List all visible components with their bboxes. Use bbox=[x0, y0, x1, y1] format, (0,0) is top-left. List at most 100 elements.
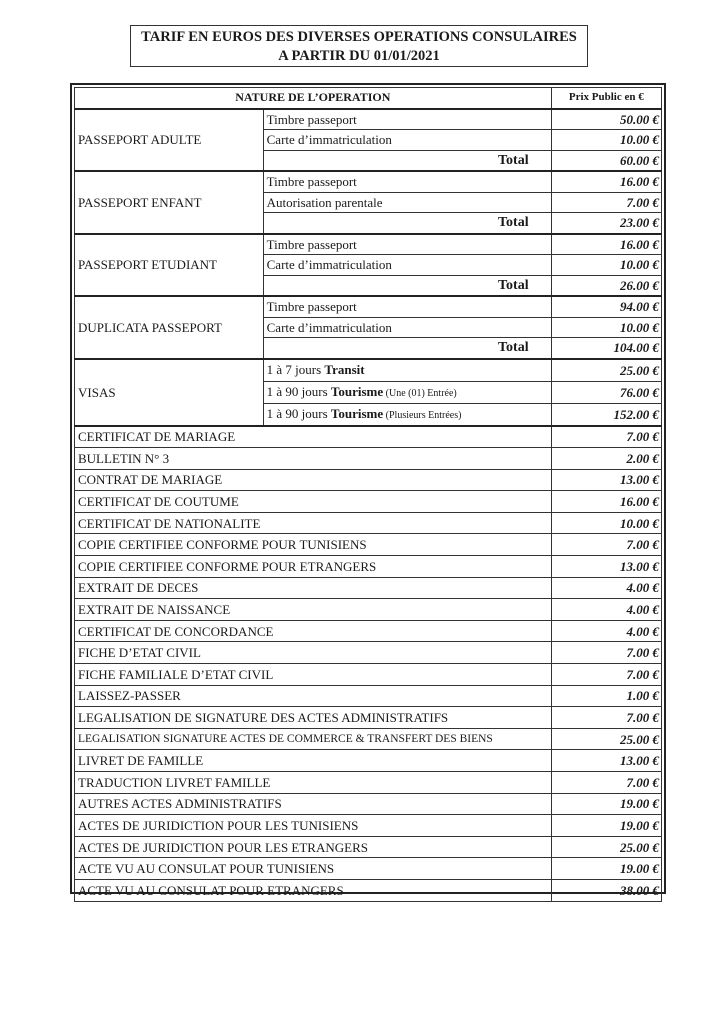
price-cell: 16.00 € bbox=[550, 490, 663, 513]
total-price: 26.00 € bbox=[550, 274, 663, 297]
table-row: AUTRES ACTES ADMINISTRATIFS 19.00 € bbox=[74, 792, 663, 816]
price-cell: 10.00 € bbox=[550, 511, 663, 535]
price-cell: 4.00 € bbox=[550, 619, 663, 643]
table-row: ACTES DE JURIDICTION POUR LES TUNISIENS 1… bbox=[74, 814, 663, 837]
visa-entries: (Une (01) Entrée) bbox=[383, 387, 457, 399]
operation-name: BULLETIN N° 3 bbox=[74, 447, 552, 470]
visa-type: Transit bbox=[324, 361, 365, 377]
visa-duration: 1 à 90 jours bbox=[266, 405, 331, 421]
price-cell: 152.00 € bbox=[550, 402, 663, 426]
operation-name: FICHE FAMILIALE D’ETAT CIVIL bbox=[74, 663, 552, 686]
operation-name: TRADUCTION LIVRET FAMILLE bbox=[74, 771, 552, 794]
price-cell: 7.00 € bbox=[550, 663, 663, 686]
header-nature: NATURE DE L’OPERATION bbox=[74, 87, 552, 109]
price-cell: 13.00 € bbox=[550, 468, 663, 492]
operation-name: ACTE VU AU CONSULAT POUR TUNISIENS bbox=[74, 857, 552, 880]
table-row: CERTIFICAT DE COUTUME 16.00 € bbox=[74, 490, 663, 513]
table-row: CERTIFICAT DE CONCORDANCE 4.00 € bbox=[74, 619, 663, 643]
operation-name: CERTIFICAT DE COUTUME bbox=[74, 490, 552, 513]
price-cell: 25.00 € bbox=[550, 727, 663, 751]
operation-name: EXTRAIT DE NAISSANCE bbox=[74, 598, 552, 621]
table-row: COPIE CERTIFIEE CONFORME POUR TUNISIENS 7… bbox=[74, 533, 663, 557]
price-cell: 16.00 € bbox=[550, 232, 663, 255]
table-row: 1 à 90 jours Tourisme (Une (01) Entrée) 7… bbox=[75, 380, 663, 404]
table-row: LEGALISATION DE SIGNATURE DES ACTES ADMI… bbox=[74, 706, 663, 729]
price-cell: 50.00 € bbox=[550, 107, 663, 130]
table-row: CONTRAT DE MARIAGE 13.00 € bbox=[74, 468, 663, 492]
table-row: ACTE VU AU CONSULAT POUR TUNISIENS 19.00 … bbox=[74, 857, 663, 880]
operation-group-name: DUPLICATA PASSEPORT bbox=[74, 295, 264, 359]
table-row: CERTIFICAT DE MARIAGE 7.00 € bbox=[74, 424, 663, 449]
header-price: Prix Public en € bbox=[550, 87, 663, 109]
price-cell: 19.00 € bbox=[550, 792, 663, 816]
table-row: BULLETIN N° 3 2.00 € bbox=[74, 447, 663, 470]
visa-entries: (Plusieurs Entrées) bbox=[383, 409, 462, 421]
operation-item: Autorisation parentale bbox=[262, 191, 552, 213]
total-row: Total 104.00 € bbox=[75, 337, 663, 359]
total-price: 104.00 € bbox=[550, 337, 663, 359]
price-cell: 10.00 € bbox=[550, 129, 663, 151]
table-row: Carte d’immatriculation 10.00 € bbox=[75, 316, 663, 338]
table-row: COPIE CERTIFIEE CONFORME POUR ETRANGERS 1… bbox=[74, 555, 663, 578]
total-price: 60.00 € bbox=[550, 149, 663, 172]
total-label: Total bbox=[262, 149, 552, 172]
operation-name: LEGALISATION DE SIGNATURE DES ACTES ADMI… bbox=[74, 706, 552, 729]
table-row: LAISSEZ-PASSER 1.00 € bbox=[74, 684, 663, 708]
price-cell: 19.00 € bbox=[550, 857, 663, 880]
operation-group-name: PASSEPORT ETUDIANT bbox=[74, 232, 264, 297]
total-label: Total bbox=[262, 274, 552, 297]
visa-type: Tourisme bbox=[330, 383, 384, 399]
operation-name: LAISSEZ-PASSER bbox=[74, 684, 552, 708]
operation-item: Timbre passeport bbox=[262, 232, 552, 255]
document-title: TARIF EN EUROS DES DIVERSES OPERATIONS C… bbox=[130, 25, 588, 67]
title-line-1: TARIF EN EUROS DES DIVERSES OPERATIONS C… bbox=[141, 29, 577, 45]
table-row: PASSEPORT ENFANT Timbre passeport 16.00 € bbox=[74, 170, 663, 234]
table-row: LEGALISATION SIGNATURE ACTES DE COMMERCE… bbox=[74, 727, 663, 751]
visa-item: 1 à 90 jours Tourisme (Plusieurs Entrées… bbox=[262, 402, 552, 426]
operation-name: LIVRET DE FAMILLE bbox=[74, 749, 552, 772]
operation-name: COPIE CERTIFIEE CONFORME POUR TUNISIENS bbox=[74, 533, 552, 557]
operation-name: LEGALISATION SIGNATURE ACTES DE COMMERCE… bbox=[74, 727, 552, 751]
table-row: Carte d’immatriculation 10.00 € bbox=[75, 254, 663, 276]
operation-name: COPIE CERTIFIEE CONFORME POUR ETRANGERS bbox=[74, 555, 552, 578]
price-cell: 13.00 € bbox=[550, 749, 663, 772]
price-cell: 7.00 € bbox=[550, 706, 663, 729]
table-row: VISAS 1 à 7 jours Transit 25.00 € bbox=[74, 357, 663, 426]
operation-name: EXTRAIT DE DECES bbox=[74, 576, 552, 600]
title-line-2: A PARTIR DU 01/01/2021 bbox=[278, 48, 440, 64]
operation-name: ACTES DE JURIDICTION POUR LES TUNISIENS bbox=[74, 814, 552, 837]
operation-item: Timbre passeport bbox=[262, 107, 552, 130]
operation-name: CERTIFICAT DE CONCORDANCE bbox=[74, 619, 552, 643]
table-row: EXTRAIT DE DECES 4.00 € bbox=[74, 576, 663, 600]
tariff-table-frame: NATURE DE L’OPERATION Prix Public en € P… bbox=[70, 83, 666, 902]
price-cell: 7.00 € bbox=[550, 191, 663, 213]
price-cell: 4.00 € bbox=[550, 576, 663, 600]
price-cell: 7.00 € bbox=[550, 533, 663, 557]
price-cell: 19.00 € bbox=[550, 814, 663, 837]
table-row: PASSEPORT ADULTE Timbre passeport 50.00 € bbox=[74, 107, 663, 172]
visa-item: 1 à 7 jours Transit bbox=[262, 357, 552, 382]
visa-item: 1 à 90 jours Tourisme (Une (01) Entrée) bbox=[262, 380, 552, 404]
visas-group-name: VISAS bbox=[74, 357, 264, 426]
price-cell: 1.00 € bbox=[550, 684, 663, 708]
visa-duration: 1 à 7 jours bbox=[266, 361, 325, 377]
visa-type: Tourisme bbox=[330, 405, 384, 421]
operation-item: Carte d’immatriculation bbox=[262, 254, 552, 276]
price-cell: 7.00 € bbox=[550, 641, 663, 665]
operation-item: Carte d’immatriculation bbox=[262, 129, 552, 151]
operation-name: CERTIFICAT DE NATIONALITE bbox=[74, 511, 552, 535]
price-cell: 38.00 € bbox=[550, 878, 663, 902]
operation-item: Carte d’immatriculation bbox=[262, 316, 552, 338]
operation-group-name: PASSEPORT ADULTE bbox=[74, 107, 264, 172]
tariff-table: NATURE DE L’OPERATION Prix Public en € P… bbox=[74, 87, 663, 902]
table-row: FICHE D’ETAT CIVIL 7.00 € bbox=[74, 641, 663, 665]
price-cell: 76.00 € bbox=[550, 380, 663, 404]
price-cell: 25.00 € bbox=[550, 835, 663, 859]
table-row: CERTIFICAT DE NATIONALITE 10.00 € bbox=[74, 511, 663, 535]
table-row: 1 à 90 jours Tourisme (Plusieurs Entrées… bbox=[75, 402, 663, 426]
table-row: PASSEPORT ETUDIANT Timbre passeport 16.00 … bbox=[74, 232, 663, 297]
price-cell: 7.00 € bbox=[550, 771, 663, 794]
table-row: LIVRET DE FAMILLE 13.00 € bbox=[74, 749, 663, 772]
total-price: 23.00 € bbox=[550, 212, 663, 234]
operation-name: FICHE D’ETAT CIVIL bbox=[74, 641, 552, 665]
